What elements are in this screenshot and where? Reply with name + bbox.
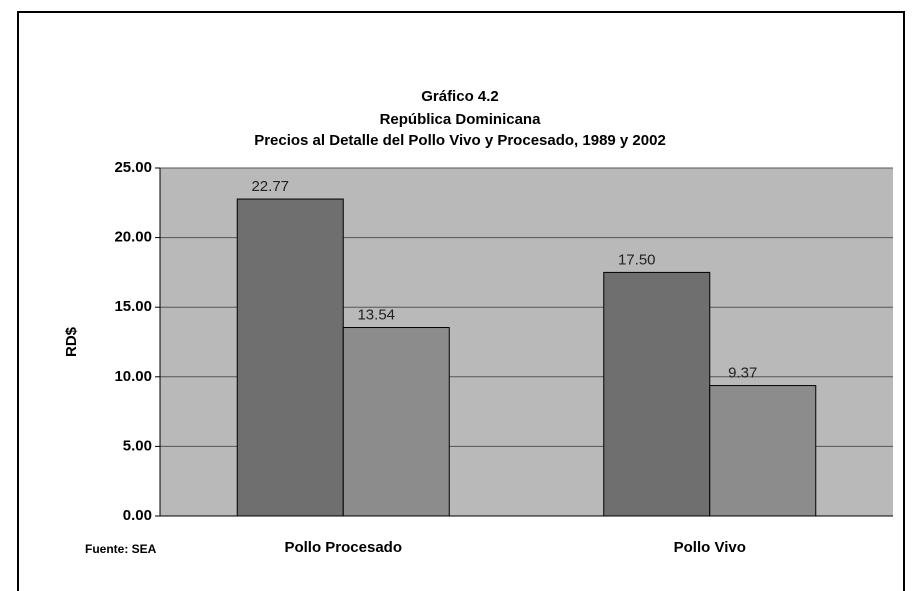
chart-title: Precios al Detalle del Pollo Vivo y Proc… <box>254 132 666 149</box>
y-tick-label: 0.00 <box>123 507 152 524</box>
value-label: 22.77 <box>251 178 289 195</box>
bar <box>603 271 711 517</box>
y-tick-label: 5.00 <box>123 437 152 454</box>
value-label: 9.37 <box>728 365 757 382</box>
x-tick-label: Pollo Procesado <box>284 539 402 556</box>
source-note: Fuente: SEA <box>85 542 157 556</box>
y-axis-label: RD$ <box>63 326 80 357</box>
y-tick-label: 15.00 <box>114 298 152 315</box>
bar <box>236 198 344 517</box>
x-tick-label: Pollo Vivo <box>674 539 746 556</box>
chart-title: República Dominicana <box>380 111 542 128</box>
y-tick-label: 10.00 <box>114 368 152 385</box>
value-label: 13.54 <box>357 306 395 323</box>
bar <box>342 327 450 517</box>
chart-title: Gráfico 4.2 <box>421 88 499 105</box>
y-tick-label: 25.00 <box>114 159 152 176</box>
bar <box>709 385 817 517</box>
y-tick-label: 20.00 <box>114 229 152 246</box>
value-label: 17.50 <box>618 251 656 268</box>
